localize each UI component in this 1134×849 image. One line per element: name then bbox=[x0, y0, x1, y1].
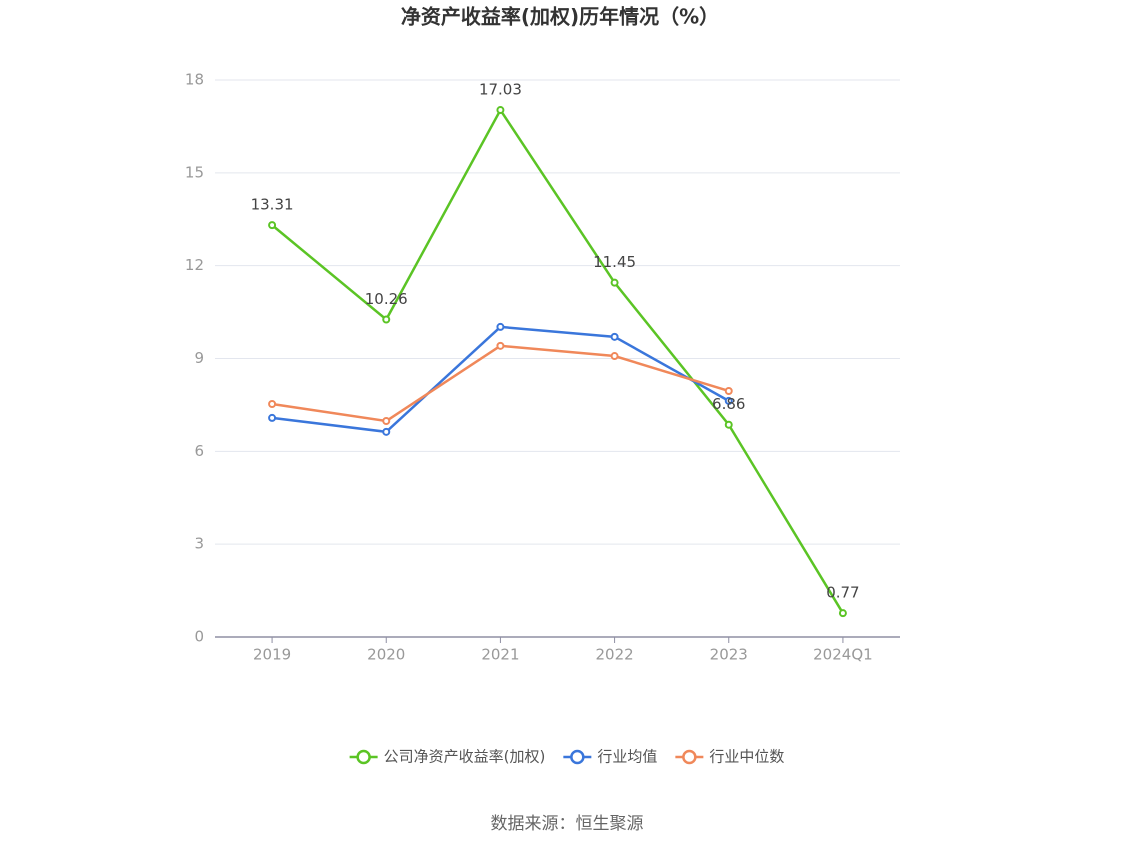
data-point bbox=[610, 332, 619, 341]
legend-label: 行业中位数 bbox=[709, 748, 784, 766]
x-tick-label: 2024Q1 bbox=[813, 646, 873, 664]
legend-marker bbox=[570, 749, 585, 765]
data-point bbox=[268, 399, 277, 408]
x-tick-label: 2023 bbox=[710, 646, 748, 664]
x-tick-label: 2022 bbox=[595, 646, 633, 664]
source-note: 数据来源：恒生聚源 bbox=[491, 814, 644, 834]
data-point bbox=[382, 417, 391, 426]
legend-marker bbox=[682, 749, 697, 765]
data-point bbox=[382, 315, 391, 324]
x-tick-label: 2021 bbox=[481, 646, 519, 664]
data-label: 17.03 bbox=[479, 81, 522, 99]
series-line bbox=[271, 344, 730, 423]
data-label: 11.45 bbox=[593, 253, 636, 271]
legend-label: 公司净资产收益率(加权) bbox=[384, 748, 546, 766]
chart-title: 净资产收益率(加权)历年情况（%） bbox=[401, 5, 719, 29]
data-point bbox=[496, 106, 505, 115]
data-label: 6.86 bbox=[712, 395, 745, 413]
data-point bbox=[268, 221, 277, 230]
legend-label: 行业均值 bbox=[597, 748, 657, 766]
y-tick-label: 18 bbox=[185, 71, 204, 89]
data-label: 10.26 bbox=[365, 290, 408, 308]
data-point bbox=[610, 278, 619, 287]
data-point bbox=[496, 341, 505, 350]
legend-marker bbox=[356, 749, 371, 765]
y-tick-label: 9 bbox=[194, 349, 204, 367]
data-point bbox=[724, 420, 733, 429]
data-point bbox=[268, 413, 277, 422]
data-point bbox=[724, 396, 733, 405]
data-label: 0.77 bbox=[826, 584, 859, 602]
y-tick-label: 3 bbox=[194, 535, 204, 553]
data-label: 13.31 bbox=[251, 196, 294, 214]
data-point bbox=[382, 427, 391, 436]
y-tick-label: 0 bbox=[194, 628, 204, 646]
data-point bbox=[724, 386, 733, 395]
data-point bbox=[838, 609, 847, 618]
series-line bbox=[271, 107, 844, 614]
y-tick-label: 6 bbox=[194, 442, 204, 460]
legend: 公司净资产收益率(加权) 行业均值 行业中位数 bbox=[349, 748, 784, 766]
data-point bbox=[496, 322, 505, 331]
x-tick-label: 2020 bbox=[367, 646, 405, 664]
data-point bbox=[610, 352, 619, 361]
y-tick-label: 12 bbox=[185, 256, 204, 274]
x-tick-label: 2019 bbox=[253, 646, 291, 664]
y-tick-label: 15 bbox=[185, 163, 204, 181]
